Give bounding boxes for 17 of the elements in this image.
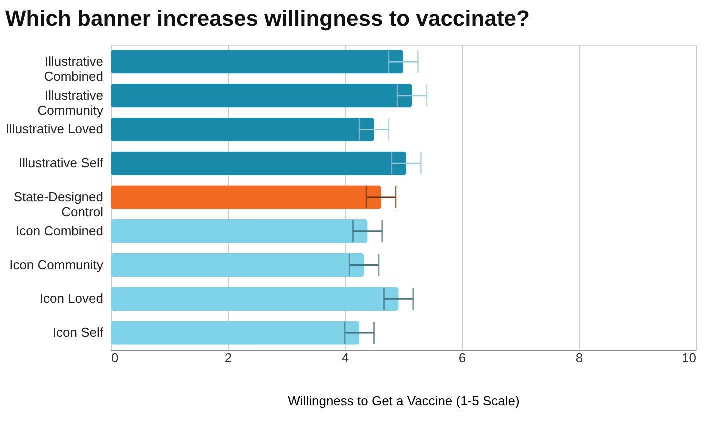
x-tick-label: 4 bbox=[342, 350, 350, 366]
y-tick-label: State-Designed Control bbox=[14, 190, 104, 220]
y-tick-label: Icon Loved bbox=[40, 291, 104, 306]
y-tick-label: Icon Community bbox=[10, 257, 104, 272]
x-tick-label: 10 bbox=[682, 350, 696, 366]
x-tick-label: 0 bbox=[112, 350, 119, 366]
y-tick-label: Icon Self bbox=[52, 325, 104, 340]
y-tick-label: Illustrative Self bbox=[18, 156, 104, 171]
x-tick-label: 8 bbox=[576, 350, 584, 366]
x-tick-label: 6 bbox=[458, 350, 466, 366]
y-tick-label: Illustrative Loved bbox=[6, 122, 104, 137]
y-tick-label: Icon Combined bbox=[16, 223, 104, 238]
y-tick-label: Illustrative Community bbox=[38, 88, 104, 118]
chart-title: Which banner increases willingness to vaccinate? bbox=[5, 6, 530, 31]
x-tick-label: 2 bbox=[224, 350, 232, 366]
y-tick-label: Illustrative Combined bbox=[44, 54, 104, 84]
x-axis-title: Willingness to Get a Vaccine (1-5 Scale) bbox=[288, 394, 520, 408]
